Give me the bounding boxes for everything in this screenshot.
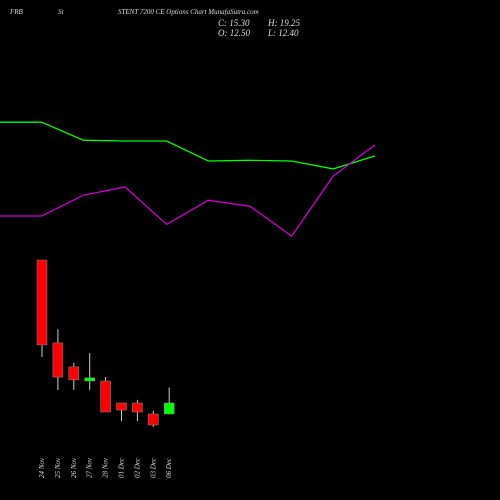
x-tick-label: 27 Nov <box>86 457 94 478</box>
candle-body <box>148 413 159 426</box>
symbol: FRB <box>9 8 24 16</box>
candle-body <box>116 402 127 411</box>
series-code: St <box>58 8 65 16</box>
x-tick-label: 28 Nov <box>102 457 110 478</box>
x-tick-label: 24 Nov <box>38 457 46 478</box>
high-label: H: 19.25 <box>267 18 300 28</box>
x-tick-label: 26 Nov <box>70 457 78 478</box>
indicator-line <box>0 121 376 170</box>
candle-body <box>163 402 175 415</box>
candle-body <box>68 366 80 381</box>
chart-title: STENT 7200 CE Options Chart MunafaSutra.… <box>118 8 259 16</box>
indicator-line <box>0 144 376 238</box>
candle-body <box>100 380 111 413</box>
candle-body <box>132 402 143 413</box>
x-tick-label: 03 Dec <box>149 457 157 478</box>
candle-body <box>36 259 48 346</box>
candle-body <box>52 342 64 378</box>
close-label: C: 15.30 <box>218 18 250 28</box>
x-tick-label: 06 Dec <box>165 457 173 478</box>
candle-body <box>84 377 95 382</box>
open-label: O: 12.50 <box>218 28 250 38</box>
x-tick-label: 25 Nov <box>54 457 62 478</box>
low-label: L: 12.40 <box>267 28 299 38</box>
x-tick-label: 02 Dec <box>133 457 141 478</box>
x-tick-label: 01 Dec <box>118 457 126 478</box>
